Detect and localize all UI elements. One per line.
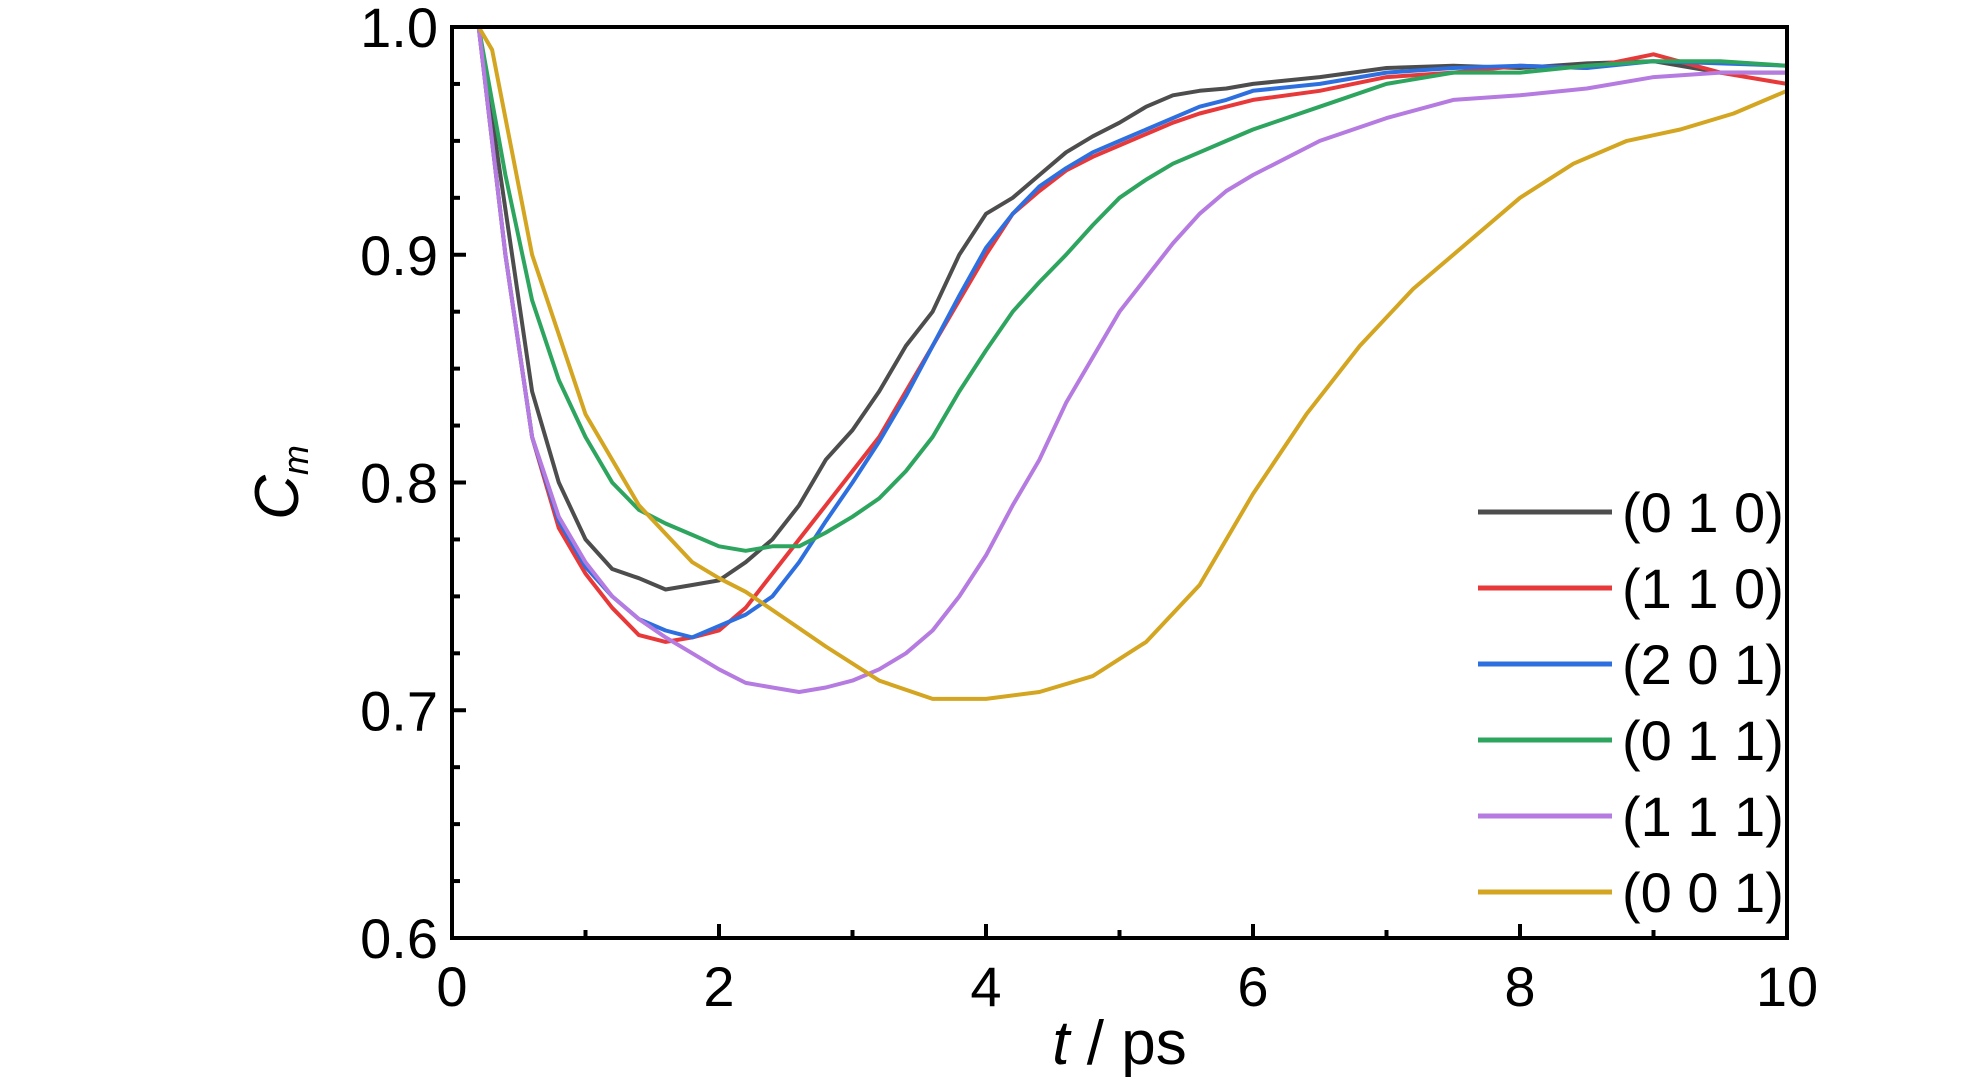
legend-item: (0 1 1): [1478, 709, 1784, 772]
legend-label: (0 1 1): [1622, 709, 1784, 772]
legend-item: (0 1 0): [1478, 481, 1784, 544]
legend-label: (1 1 1): [1622, 785, 1784, 848]
y-axis-variable: C: [243, 474, 312, 520]
legend-item: (1 1 1): [1478, 785, 1784, 848]
x-tick-label: 8: [1504, 955, 1535, 1018]
series-line-5: [450, 25, 1789, 694]
x-tick-label: 2: [703, 955, 734, 1018]
legend-label: (1 1 0): [1622, 557, 1784, 620]
series-line-4: [450, 25, 1789, 553]
legend-label: (0 1 0): [1622, 481, 1784, 544]
tick-labels-layer: 0 2 4 6 8 10 0.6 0.7 0.8 0.9 1.0: [360, 0, 1818, 1018]
legend-item: (0 0 1): [1478, 861, 1784, 924]
series-line-1: [450, 25, 1789, 592]
x-axis-unit: / ps: [1070, 1009, 1187, 1078]
legend-label: (2 0 1): [1622, 633, 1784, 696]
y-tick-label: 0.6: [360, 907, 438, 970]
legend-label: (0 0 1): [1622, 861, 1784, 924]
legend-item: (1 1 0): [1478, 557, 1784, 620]
y-tick-label: 0.9: [360, 224, 438, 287]
x-tick-label: 10: [1756, 955, 1818, 1018]
plot-frame: [450, 25, 1789, 940]
y-axis-label: Cm: [243, 445, 316, 520]
series-line-3: [450, 25, 1789, 640]
x-tick-label: 4: [970, 955, 1001, 1018]
y-axis-subscript: m: [275, 445, 316, 475]
x-tick-label: 6: [1237, 955, 1268, 1018]
legend: (0 1 0) (1 1 0) (2 0 1) (0 1 1) (1 1 1) (0 0 …: [1478, 481, 1784, 924]
y-tick-label: 1.0: [360, 0, 438, 59]
ticks-layer: [450, 25, 1789, 940]
x-tick-label: 0: [436, 955, 467, 1018]
y-tick-label: 0.8: [360, 452, 438, 515]
series-layer: [450, 25, 1789, 701]
x-axis-label: t / ps: [1052, 1009, 1186, 1078]
legend-item: (2 0 1): [1478, 633, 1784, 696]
y-tick-label: 0.7: [360, 679, 438, 742]
series-line-6: [450, 25, 1789, 701]
series-line-2: [450, 25, 1789, 644]
x-axis-variable: t: [1052, 1009, 1072, 1078]
